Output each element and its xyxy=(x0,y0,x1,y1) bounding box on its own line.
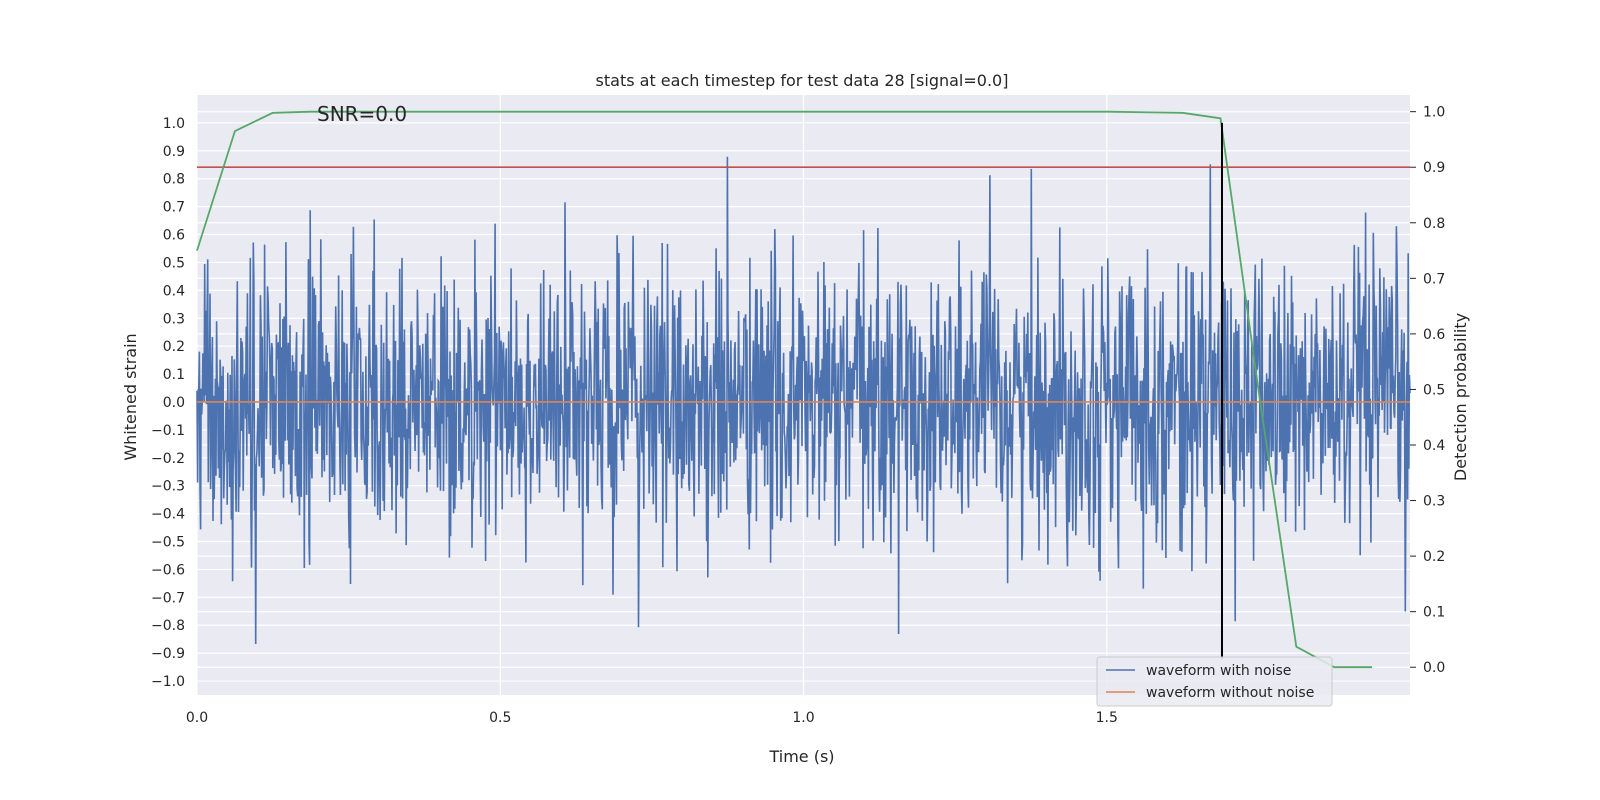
y-left-tick-label: 0.3 xyxy=(163,311,185,327)
legend-label-noise: waveform with noise xyxy=(1146,663,1291,679)
y-right-tick-label: 0.9 xyxy=(1423,160,1445,176)
y-left-tick-label: 0.2 xyxy=(163,339,185,355)
y-right-tick-label: 0.3 xyxy=(1423,494,1445,510)
chart-title: stats at each timestep for test data 28 … xyxy=(596,71,1009,90)
y-left-tick-label: −0.1 xyxy=(151,423,185,439)
y-left-tick-label: 0.8 xyxy=(163,172,185,188)
series-waveform-with-noise xyxy=(196,156,1411,645)
y-right-tick-label: 0.8 xyxy=(1423,216,1445,232)
legend-label-clean: waveform without noise xyxy=(1146,685,1314,701)
y-right-tick-label: 0.7 xyxy=(1423,271,1445,287)
x-tick-label: 1.0 xyxy=(792,710,814,726)
y-left-tick-label: 0.7 xyxy=(163,200,185,216)
y-left-tick-label: −0.2 xyxy=(151,451,185,467)
x-axis-label: Time (s) xyxy=(768,747,834,766)
y-left-tick-label: −1.0 xyxy=(151,674,185,690)
y-left-tick-label: −0.9 xyxy=(151,646,185,662)
y-right-tick-label: 0.2 xyxy=(1423,549,1445,565)
series-detection-probability xyxy=(196,110,1373,669)
x-tick-label: 0.0 xyxy=(186,710,208,726)
y-left-tick-label: 1.0 xyxy=(163,116,185,132)
x-tick-label: 1.5 xyxy=(1096,710,1118,726)
series-layer xyxy=(196,110,1411,669)
y-right-tick-label: 0.4 xyxy=(1423,438,1445,454)
y-right-tick-label: 0.1 xyxy=(1423,605,1445,621)
y-right-tick-label: 1.0 xyxy=(1423,105,1445,121)
x-tick-label: 0.5 xyxy=(489,710,511,726)
y-right-tick-label: 0.0 xyxy=(1423,660,1445,676)
y-left-tick-label: −0.3 xyxy=(151,479,185,495)
y-left-tick-label: 0.6 xyxy=(163,228,185,244)
y-left-tick-label: −0.7 xyxy=(151,590,185,606)
y-left-tick-label: 0.0 xyxy=(163,395,185,411)
y-left-tick-label: 0.9 xyxy=(163,144,185,160)
y-left-tick-label: −0.6 xyxy=(151,562,185,578)
y-left-tick-layer: 1.0 0.9 0.8 0.7 0.6 0.5 0.4 0.3 0.2 0.1 0.0 −0.1 −0.… xyxy=(151,116,185,690)
y-left-tick-label: 0.4 xyxy=(163,283,185,299)
y-axis-label-left: Whitened strain xyxy=(121,333,140,460)
snr-annotation: SNR=0.0 xyxy=(317,102,407,126)
y-right-tick-layer: 1.0 0.9 0.8 0.7 0.6 0.5 0.4 0.3 0.2 0.1 0.0 xyxy=(1410,105,1445,676)
y-left-tick-label: −0.8 xyxy=(151,618,185,634)
y-axis-label-right: Detection probability xyxy=(1451,313,1470,481)
x-tick-layer: 0.0 0.5 1.0 1.5 xyxy=(186,710,1118,726)
legend-box xyxy=(1096,656,1333,707)
y-left-tick-label: −0.5 xyxy=(151,535,185,551)
y-left-tick-label: 0.5 xyxy=(163,255,185,271)
y-left-tick-label: 0.1 xyxy=(163,367,185,383)
legend: waveform with noise waveform without noi… xyxy=(1096,656,1333,707)
y-left-tick-label: −0.4 xyxy=(151,507,185,523)
y-right-tick-label: 0.6 xyxy=(1423,327,1445,343)
y-right-tick-label: 0.5 xyxy=(1423,382,1445,398)
